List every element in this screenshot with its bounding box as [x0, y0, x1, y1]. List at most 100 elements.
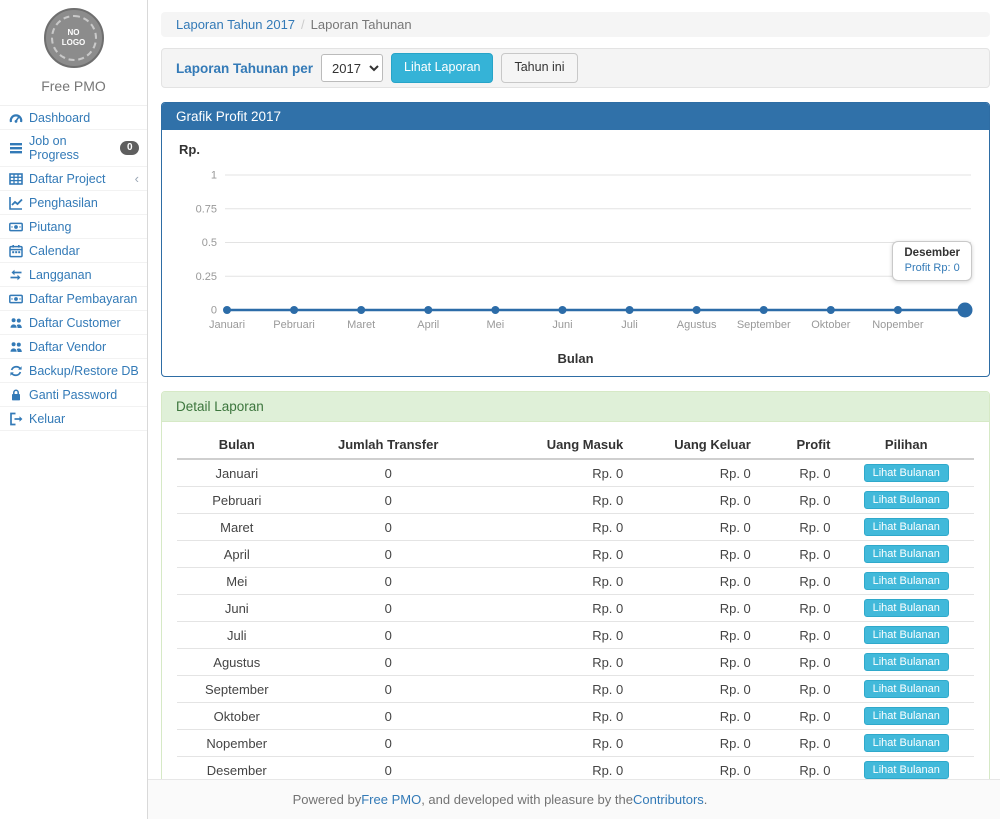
view-monthly-button-juni[interactable]: Lihat Bulanan: [863, 599, 949, 617]
y-tick-label: 0.5: [202, 237, 217, 249]
x-tick-label: Juni: [552, 319, 572, 331]
sidebar-item-daftar-vendor[interactable]: Daftar Vendor: [0, 335, 147, 359]
data-point-maret[interactable]: [357, 306, 366, 314]
view-monthly-button-oktober[interactable]: Lihat Bulanan: [863, 707, 949, 725]
view-monthly-button-agustus[interactable]: Lihat Bulanan: [863, 653, 949, 671]
cell-pilihan: Lihat Bulanan: [838, 459, 974, 487]
cell-uang_keluar: Rp. 0: [631, 567, 759, 595]
cell-profit: Rp. 0: [758, 486, 839, 514]
cell-jumlah_transfer: 0: [296, 594, 480, 622]
sidebar-item-label: Backup/Restore DB: [29, 363, 139, 378]
sidebar-item-job-on-progress[interactable]: Job on Progress 0: [0, 130, 147, 167]
footer-link-contributors[interactable]: Contributors: [632, 792, 704, 807]
cell-uang_keluar: Rp. 0: [631, 648, 759, 676]
sidebar-item-calendar[interactable]: Calendar: [0, 239, 147, 263]
cell-jumlah_transfer: 0: [296, 513, 480, 541]
data-point-april[interactable]: [424, 306, 433, 314]
sidebar-item-label: Penghasilan: [29, 195, 98, 210]
chart-x-axis-label: Bulan: [557, 351, 594, 366]
tooltip-value: Profit Rp: 0: [904, 262, 960, 274]
x-tick-label: Pebruari: [273, 319, 315, 331]
profit-chart-panel: Grafik Profit 2017 Rp. 1 0.75 0.5 0.25 0 Janu…: [161, 102, 990, 377]
cell-bulan: Juni: [177, 594, 297, 622]
sidebar-item-dashboard[interactable]: Dashboard: [0, 106, 147, 130]
view-monthly-button-pebruari[interactable]: Lihat Bulanan: [863, 491, 949, 509]
cell-uang_keluar: Rp. 0: [631, 702, 759, 730]
data-point-juli[interactable]: [625, 306, 634, 314]
view-report-button[interactable]: Lihat Laporan: [391, 53, 494, 83]
this-year-button[interactable]: Tahun ini: [501, 53, 578, 83]
cell-profit: Rp. 0: [758, 513, 839, 541]
cell-jumlah_transfer: 0: [296, 648, 480, 676]
data-point-nopember[interactable]: [893, 306, 902, 314]
cell-profit: Rp. 0: [758, 594, 839, 622]
sidebar-item-ganti-password[interactable]: Ganti Password: [0, 383, 147, 407]
view-monthly-button-mei[interactable]: Lihat Bulanan: [863, 572, 949, 590]
detail-report-panel: Detail Laporan Bulan Jumlah Transfer Uang …: [161, 391, 990, 818]
filter-label: Laporan Tahunan per: [176, 60, 314, 76]
users-icon: [8, 340, 23, 354]
table-row-desember: Desember 0 Rp. 0 Rp. 0 Rp. 0 Lihat Bulanan: [177, 756, 974, 784]
column-header-profit: Profit: [758, 432, 839, 460]
view-monthly-button-desember[interactable]: Lihat Bulanan: [863, 761, 949, 779]
view-monthly-button-nopember[interactable]: Lihat Bulanan: [863, 734, 949, 752]
data-point-desember[interactable]: [957, 302, 973, 318]
view-monthly-button-januari[interactable]: Lihat Bulanan: [863, 464, 949, 482]
sidebar-item-penghasilan[interactable]: Penghasilan: [0, 191, 147, 215]
data-point-agustus[interactable]: [692, 306, 701, 314]
cell-profit: Rp. 0: [799, 465, 831, 481]
cell-pilihan: Lihat Bulanan: [838, 756, 974, 784]
cell-jumlah_transfer: 0: [384, 465, 392, 481]
sidebar-item-daftar-customer[interactable]: Daftar Customer: [0, 311, 147, 335]
sidebar-item-langganan[interactable]: Langganan: [0, 263, 147, 287]
cell-pilihan: Lihat Bulanan: [838, 702, 974, 730]
x-tick-label: September: [737, 319, 791, 331]
sidebar-item-label: Piutang: [29, 219, 72, 234]
cell-bulan: Oktober: [177, 702, 297, 730]
table-header-row: Bulan Jumlah Transfer Uang Masuk Uang Kelua…: [177, 432, 974, 460]
cell-uang_masuk: Rp. 0: [479, 702, 632, 730]
data-point-september[interactable]: [759, 306, 768, 314]
column-header-pilihan: Pilihan: [838, 432, 974, 460]
sidebar-item-piutang[interactable]: Piutang: [0, 215, 147, 239]
footer-text: Powered by: [292, 792, 362, 807]
brand-name: Free PMO: [41, 78, 106, 94]
view-monthly-button-juli[interactable]: Lihat Bulanan: [863, 626, 949, 644]
data-point-pebruari[interactable]: [290, 306, 299, 314]
year-select[interactable]: 2017: [321, 54, 384, 82]
cell-uang_masuk: Rp. 0: [479, 567, 632, 595]
data-point-januari[interactable]: [223, 306, 231, 314]
data-point-mei[interactable]: [491, 306, 500, 314]
table-row-mei: Mei 0 Rp. 0 Rp. 0 Rp. 0 Lihat Bulanan: [177, 567, 974, 595]
sidebar-item-keluar[interactable]: Keluar: [0, 407, 147, 431]
cell-bulan: September: [177, 675, 297, 703]
cell-profit: Rp. 0: [758, 567, 839, 595]
cell-pilihan: Lihat Bulanan: [838, 486, 974, 514]
calendar-icon: [8, 244, 23, 258]
x-tick-label: Oktober: [811, 319, 850, 331]
view-monthly-button-maret[interactable]: Lihat Bulanan: [863, 518, 949, 536]
cell-uang_masuk: Rp. 0: [479, 675, 632, 703]
chart-panel-title: Grafik Profit 2017: [162, 103, 989, 130]
cell-jumlah_transfer: 0: [296, 702, 480, 730]
sidebar-item-label: Daftar Customer: [29, 315, 121, 330]
cell-uang_masuk: Rp. 0: [592, 465, 624, 481]
sidebar-item-backup-restore-db[interactable]: Backup/Restore DB: [0, 359, 147, 383]
view-monthly-button-september[interactable]: Lihat Bulanan: [863, 680, 949, 698]
breadcrumb-item-laporan-tahun-2017[interactable]: Laporan Tahun 2017: [176, 17, 296, 32]
sidebar-item-daftar-pembayaran[interactable]: Daftar Pembayaran: [0, 287, 147, 311]
sidebar-item-label: Daftar Vendor: [29, 339, 107, 354]
y-tick-label: 0.25: [196, 271, 217, 283]
x-tick-label: Maret: [347, 319, 375, 331]
data-point-juni[interactable]: [558, 306, 567, 314]
cell-uang_masuk: Rp. 0: [479, 486, 632, 514]
logo-text: NO LOGO: [50, 15, 97, 61]
data-point-oktober[interactable]: [826, 306, 835, 314]
sidebar-item-daftar-project[interactable]: Daftar Project ‹: [0, 167, 147, 191]
view-monthly-button-april[interactable]: Lihat Bulanan: [863, 545, 949, 563]
footer-link-free-pmo[interactable]: Free PMO: [361, 792, 422, 807]
x-tick-label: Agustus: [677, 319, 717, 331]
chevron-left-icon: ‹: [134, 171, 139, 186]
cell-profit: Rp. 0: [758, 621, 839, 649]
cell-pilihan: Lihat Bulanan: [838, 621, 974, 649]
